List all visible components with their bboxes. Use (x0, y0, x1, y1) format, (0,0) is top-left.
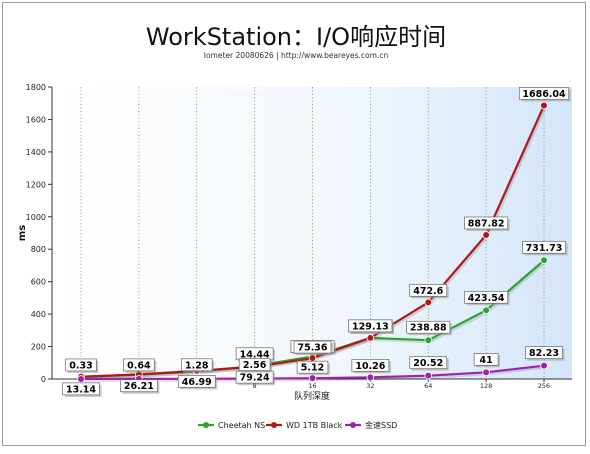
svg-text:82.23: 82.23 (529, 348, 559, 359)
svg-text:26.21: 26.21 (124, 381, 154, 392)
data-label: 0.64 (123, 358, 157, 373)
data-point (77, 375, 85, 383)
data-point (424, 371, 433, 380)
data-point (308, 374, 317, 382)
y-tick-label: 1400 (26, 148, 46, 157)
svg-text:0.64: 0.64 (127, 360, 151, 371)
svg-text:5.12: 5.12 (301, 363, 324, 374)
x-tick-label: 128 (480, 382, 492, 390)
y-tick-label: 800 (31, 245, 46, 254)
data-label: 13.14 (62, 382, 102, 397)
data-point (540, 101, 548, 110)
data-label: 5.12 (296, 360, 330, 376)
data-label: 46.99 (177, 375, 218, 390)
svg-text:1.28: 1.28 (185, 360, 209, 371)
data-point (482, 368, 490, 377)
svg-text:238.88: 238.88 (410, 323, 447, 334)
data-label: 41 (473, 352, 501, 368)
data-label: 238.88 (406, 320, 452, 336)
legend: Cheetah NS WD 1TB Black 金速SSD (198, 420, 397, 430)
legend-label: WD 1TB Black (286, 421, 343, 430)
svg-text:887.82: 887.82 (468, 218, 505, 229)
data-label: 75.36 (293, 340, 333, 356)
y-tick-label: 400 (31, 310, 46, 319)
svg-text:46.99: 46.99 (182, 377, 212, 388)
data-label: 472.6 (409, 283, 449, 299)
svg-text:14.44: 14.44 (240, 349, 270, 360)
svg-text:472.6: 472.6 (413, 286, 443, 297)
y-tick-label: 600 (31, 278, 46, 287)
svg-text:1686.04: 1686.04 (522, 89, 566, 100)
data-point (366, 373, 375, 382)
data-point (366, 334, 375, 342)
y-axis-title: ms (17, 225, 28, 241)
legend-item: 金速SSD (345, 420, 397, 430)
svg-text:0.33: 0.33 (69, 360, 92, 371)
y-tick-label: 0 (41, 375, 46, 384)
data-label: 731.73 (522, 240, 568, 256)
data-point (308, 354, 317, 362)
data-point (540, 361, 548, 370)
x-tick-label: 8 (253, 382, 257, 390)
svg-text:75.36: 75.36 (297, 343, 327, 354)
x-tick-label: 256 (538, 382, 550, 390)
svg-text:129.13: 129.13 (352, 321, 389, 332)
data-label: 1686.04 (518, 87, 571, 102)
data-label: 79.24 (235, 370, 276, 386)
data-label: 2.56 (238, 358, 273, 373)
x-tick-label: 16 (308, 382, 316, 390)
y-tick-label: 1200 (26, 180, 46, 189)
y-tick-label: 1000 (26, 213, 46, 222)
x-axis-title: 队列深度 (294, 390, 330, 402)
data-label: 129.13 (348, 319, 394, 334)
chart-title: WorkStation：I/O响应时间 (146, 23, 446, 51)
svg-text:731.73: 731.73 (526, 243, 563, 254)
data-label: 82.23 (525, 346, 565, 361)
data-point (482, 231, 490, 239)
data-point (482, 306, 490, 315)
legend-item: WD 1TB Black (266, 421, 343, 430)
svg-text:2.56: 2.56 (243, 360, 267, 371)
data-point (424, 336, 433, 345)
legend-item: Cheetah NS (198, 421, 265, 430)
data-label: 10.26 (351, 358, 391, 374)
data-label: 26.21 (120, 379, 160, 394)
svg-text:41: 41 (480, 355, 493, 366)
data-point (540, 256, 548, 265)
x-tick-label: 64 (424, 382, 432, 390)
y-tick-label: 1600 (26, 115, 46, 124)
y-tick-label: 1800 (26, 83, 46, 92)
svg-text:10.26: 10.26 (355, 361, 385, 372)
x-tick-label: 32 (366, 382, 374, 390)
data-label: 20.52 (409, 356, 449, 371)
svg-text:423.54: 423.54 (468, 293, 505, 304)
svg-text:20.52: 20.52 (413, 358, 443, 369)
svg-text:13.14: 13.14 (66, 384, 96, 395)
y-tick-label: 200 (31, 343, 46, 352)
data-point (424, 298, 433, 307)
data-label: 1.28 (181, 358, 215, 373)
legend-label: Cheetah NS (218, 421, 265, 430)
legend-label: 金速SSD (365, 420, 397, 430)
svg-text:79.24: 79.24 (240, 373, 270, 384)
chart-subtitle: Iometer 20080626 | http://www.beareyes.c… (204, 51, 389, 60)
data-label: 0.33 (65, 358, 99, 373)
plot-area (52, 87, 572, 379)
data-label: 887.82 (464, 216, 510, 231)
data-label: 423.54 (464, 290, 510, 306)
